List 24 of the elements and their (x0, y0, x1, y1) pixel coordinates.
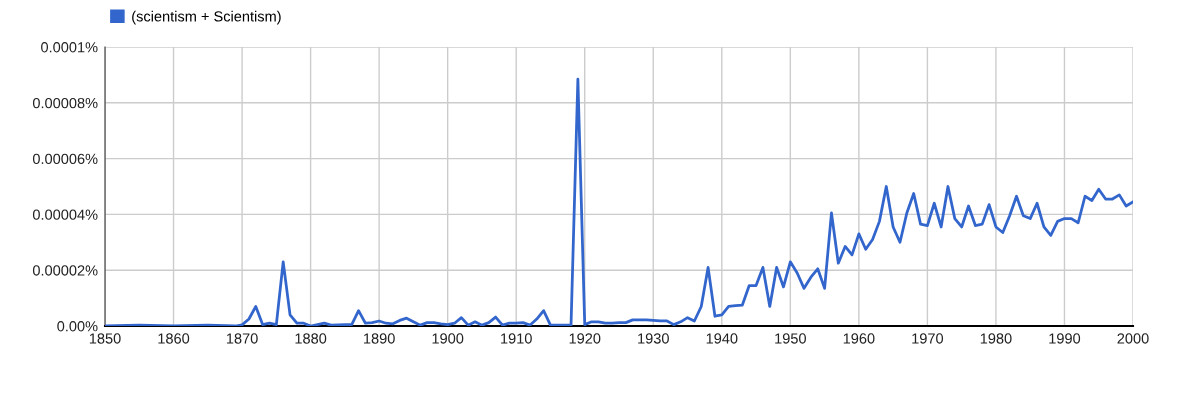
line-series (105, 77, 1133, 326)
x-tick-label: 2000 (1117, 333, 1149, 344)
x-tick-label: 1880 (295, 333, 327, 344)
x-tick-label: 1900 (432, 333, 464, 344)
x-tick-label: 1980 (980, 333, 1012, 344)
x-tick-label: 1860 (158, 333, 190, 344)
y-tick-label: 0.00004% (32, 209, 98, 220)
x-tick-label: 1970 (912, 333, 944, 344)
x-tick-label: 1950 (775, 333, 806, 344)
x-tick-label: 1960 (843, 333, 875, 344)
x-tick-label: 1890 (364, 333, 395, 344)
x-tick-label: 1930 (638, 333, 669, 344)
y-tick-label: 0.00006% (32, 153, 98, 165)
y-tick-label: 0.00008% (32, 97, 98, 109)
y-tick-label: 0.00% (57, 321, 98, 332)
x-tick-label: 1870 (226, 333, 258, 344)
y-tick-label: 0.00002% (32, 265, 98, 276)
x-tick-label: 1990 (1049, 333, 1081, 344)
x-tick-label: 1940 (706, 333, 738, 344)
x-tick-label: 1920 (569, 333, 601, 344)
x-tick-label: 1910 (501, 333, 532, 344)
legend-label: (scientism + Scientism) (132, 10, 281, 25)
y-tick-label: 0.0001% (41, 42, 98, 53)
x-tick-label: 1850 (89, 333, 121, 344)
